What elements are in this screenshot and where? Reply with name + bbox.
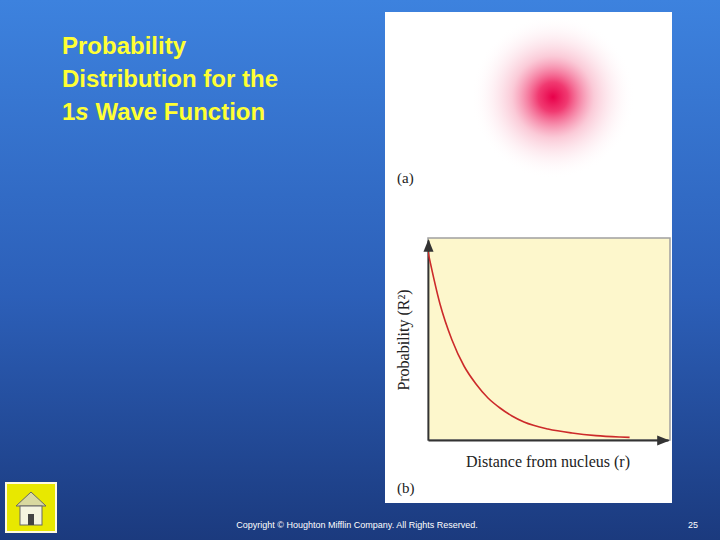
electron-density — [471, 15, 635, 179]
figure-panel — [385, 12, 672, 503]
title-line: 1s Wave Function — [62, 98, 265, 125]
x-axis — [429, 440, 669, 441]
x-axis-title: Distance from nucleus (r) — [466, 453, 630, 471]
y-axis-title: Probability (R²) — [395, 289, 413, 390]
slide-title: Probability Distribution for the 1s Wave F… — [62, 32, 278, 125]
y-axis — [428, 241, 429, 441]
title-line: Distribution for the — [62, 65, 278, 92]
home-roof[interactable] — [16, 492, 46, 506]
axis-line — [428, 241, 430, 441]
plot-marks — [428, 252, 630, 437]
home-button[interactable] — [6, 483, 56, 532]
axis-line — [429, 440, 669, 442]
footer: Copyright © Houghton Mifflin Company. Al… — [236, 520, 477, 530]
home-door[interactable] — [28, 514, 34, 525]
panel-label: (b) — [397, 480, 415, 497]
home-body[interactable] — [20, 506, 42, 525]
home-frame[interactable] — [6, 483, 56, 532]
background — [0, 0, 720, 540]
title-line: Probability — [62, 32, 187, 59]
plot-background — [428, 238, 670, 440]
page-number: 25 — [688, 520, 698, 530]
panel-label: (a) — [397, 170, 414, 187]
slide: Probability Distribution for the 1s Wave F… — [0, 0, 720, 540]
probability-curve — [428, 252, 630, 437]
